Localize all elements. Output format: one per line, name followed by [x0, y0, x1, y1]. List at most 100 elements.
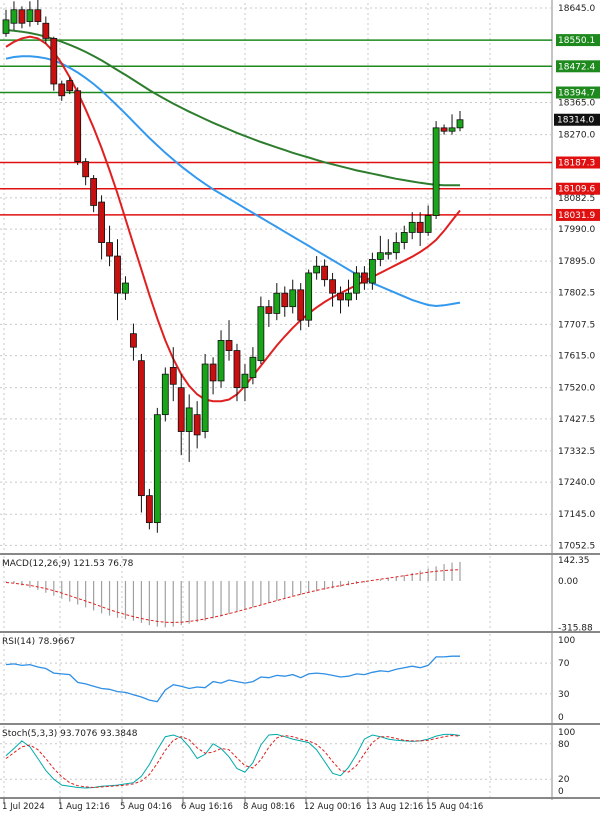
candle-body — [432, 127, 440, 216]
x-axis-label: 6 Aug 16:16 — [181, 802, 233, 812]
price-axis-tick: 17145.0 — [558, 510, 595, 520]
candle-body — [456, 119, 464, 129]
macd-axis-tick: -315.88 — [558, 623, 593, 633]
candle-body — [361, 272, 368, 284]
candle-body — [257, 306, 265, 362]
x-axis-label: 1 Jul 2024 — [2, 802, 45, 812]
candle-body — [400, 232, 408, 243]
macd-signal-line — [5, 569, 461, 624]
candle-body — [416, 221, 424, 233]
rsi-axis-tick: 70 — [558, 659, 570, 669]
last-price-box — [554, 113, 600, 126]
candle-body — [233, 350, 241, 389]
candle-body — [209, 363, 217, 382]
level-label: 18472.4 — [558, 62, 595, 72]
price-axis-tick: 17990.0 — [558, 225, 595, 235]
candle-body — [305, 272, 313, 321]
price-axis-tick: 17707.5 — [558, 320, 595, 330]
stoch-axis-tick: 100 — [558, 728, 575, 738]
candle-body — [193, 414, 201, 436]
rsi-title: RSI(14) 78.9667 — [2, 637, 75, 647]
candle-body — [26, 9, 34, 22]
price-axis-tick: 18645.0 — [558, 4, 595, 14]
candle-body — [353, 272, 360, 294]
candle-body — [249, 356, 257, 378]
price-axis-tick: 17615.0 — [558, 352, 595, 362]
candle-body — [201, 363, 209, 432]
candle-body — [384, 252, 392, 255]
candle-body — [329, 279, 336, 294]
candle-body — [106, 242, 113, 257]
candle-body — [90, 178, 98, 206]
level-label: 18187.3 — [558, 159, 595, 169]
candle-body — [42, 22, 50, 39]
stoch-title: Stoch(5,3,3) 93.7076 93.3848 — [2, 729, 138, 739]
stoch-axis-tick: 80 — [558, 740, 570, 750]
candle-body — [321, 265, 328, 281]
candle-body — [217, 340, 225, 382]
level-label: 18109.6 — [558, 185, 595, 195]
x-axis-label: 15 Aug 04:16 — [426, 802, 483, 812]
level-label-box — [556, 208, 600, 221]
candle-body — [18, 9, 26, 24]
level-label: 18031.9 — [558, 211, 595, 221]
price-axis-tick: 18365.0 — [558, 99, 595, 109]
moving-average-line — [5, 35, 461, 403]
price-axis-tick: 17802.5 — [558, 288, 595, 298]
candle-body — [448, 127, 456, 132]
candle-body — [122, 282, 129, 294]
candle-body — [114, 255, 121, 294]
level-label-box — [556, 156, 600, 169]
price-axis-tick: 17052.5 — [558, 541, 595, 551]
last-price-label: 18314.0 — [557, 116, 594, 126]
candle-body — [145, 495, 153, 524]
stoch-axis-tick: 20 — [558, 775, 570, 785]
price-axis-tick: 17427.5 — [558, 415, 595, 425]
x-axis-label: 1 Aug 12:16 — [58, 802, 110, 812]
moving-average-line — [5, 29, 460, 187]
macd-axis-tick: 142.35 — [558, 556, 590, 566]
level-label-box — [556, 86, 600, 99]
rsi-axis-tick: 100 — [558, 636, 575, 646]
stoch-d-line — [5, 734, 461, 789]
candle-body — [273, 292, 281, 314]
level-label: 18394.7 — [558, 89, 595, 99]
candle-body — [337, 292, 344, 301]
rsi-axis-tick: 30 — [558, 690, 570, 700]
candle-body — [74, 90, 82, 162]
x-axis-label: 12 Aug 00:16 — [304, 802, 361, 812]
price-axis-tick: 17332.5 — [558, 447, 595, 457]
candle-body — [281, 292, 289, 308]
candle-body — [265, 306, 273, 314]
candle-body — [82, 161, 90, 178]
price-axis-tick: 17240.0 — [558, 478, 595, 488]
candle-body — [130, 333, 137, 348]
level-label-box — [556, 60, 600, 73]
candle-body — [408, 221, 416, 233]
price-axis-tick: 18082.5 — [558, 194, 595, 204]
candle-body — [225, 340, 233, 351]
candle-body — [161, 373, 169, 416]
rsi-line — [5, 655, 460, 703]
candle-body — [169, 367, 177, 385]
candle-body — [241, 373, 249, 389]
macd-title: MACD(12,26,9) 121.53 76.78 — [2, 559, 134, 569]
candle-body — [345, 292, 352, 301]
candle-body — [289, 289, 297, 308]
candle-body — [58, 83, 66, 97]
moving-average-line — [5, 55, 461, 308]
candle-body — [66, 80, 74, 92]
level-label-box — [556, 182, 600, 195]
candle-body — [368, 259, 376, 284]
candle-body — [313, 265, 321, 274]
stoch-axis-tick: 0 — [558, 787, 564, 797]
rsi-axis-tick: 0 — [558, 713, 564, 723]
candle-body — [297, 289, 305, 321]
price-axis-tick: 17895.0 — [558, 257, 595, 267]
candle-body — [138, 360, 145, 497]
x-axis-label: 8 Aug 08:16 — [243, 802, 295, 812]
macd-axis-tick: 0.00 — [558, 577, 578, 587]
candle-body — [153, 414, 161, 524]
